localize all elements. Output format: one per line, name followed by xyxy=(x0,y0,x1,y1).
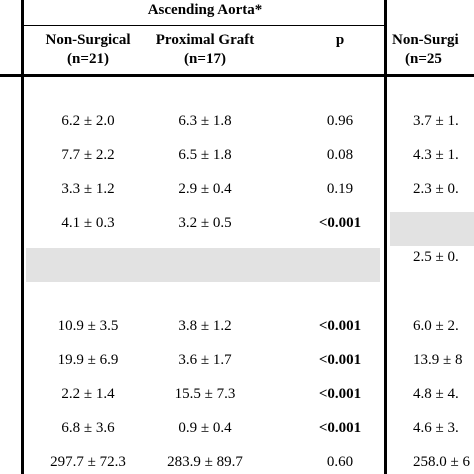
cell: 0.96 xyxy=(326,113,354,129)
cell: 3.6 ± 1.7 xyxy=(178,351,232,368)
cell: 6.0 ± 2. xyxy=(413,317,459,334)
cell: 258.0 ± 6 xyxy=(413,454,470,470)
cell: 6.3 ± 1.8 xyxy=(178,113,232,129)
cell: 2.3 ± 0. xyxy=(413,181,459,198)
cell: <0.001 xyxy=(318,419,362,436)
column-n: (n=17) xyxy=(184,51,226,67)
rule xyxy=(21,0,24,474)
cell: 3.2 ± 0.5 xyxy=(178,215,232,232)
shaded-row xyxy=(390,212,474,246)
cell: 4.6 ± 3. xyxy=(413,419,459,436)
cell: 2.9 ± 0.4 xyxy=(178,181,232,198)
column-header: Non-Surgical xyxy=(45,32,131,48)
cell: 2.2 ± 1.4 xyxy=(61,385,115,402)
cell: <0.001 xyxy=(318,385,362,402)
cell: 4.3 ± 1. xyxy=(413,147,459,164)
cell: 3.7 ± 1. xyxy=(413,113,459,129)
cell: 6.2 ± 2.0 xyxy=(61,113,115,129)
column-header: Non-Surgi xyxy=(392,32,459,48)
cell: 19.9 ± 6.9 xyxy=(57,351,119,368)
cell: 7.7 ± 2.2 xyxy=(61,147,115,164)
rule xyxy=(0,74,474,77)
cell: 0.9 ± 0.4 xyxy=(178,419,232,436)
cell: 10.9 ± 3.5 xyxy=(57,317,119,334)
cell: <0.001 xyxy=(318,351,362,368)
cell: 283.9 ± 89.7 xyxy=(167,454,243,470)
column-header: p xyxy=(335,32,345,48)
cell: 4.8 ± 4. xyxy=(413,385,459,402)
cell: 0.19 xyxy=(326,181,354,198)
cell: 6.5 ± 1.8 xyxy=(178,147,232,164)
column-n: (n=21) xyxy=(67,51,109,67)
rule xyxy=(384,0,387,474)
cell: 3.3 ± 1.2 xyxy=(61,181,115,198)
cell: 2.5 ± 0. xyxy=(413,249,459,266)
shaded-row xyxy=(26,248,380,282)
cell: 3.8 ± 1.2 xyxy=(178,317,232,334)
cell: 4.1 ± 0.3 xyxy=(61,215,115,232)
cell: <0.001 xyxy=(318,215,362,232)
rule xyxy=(24,25,384,26)
column-header: Proximal Graft xyxy=(155,32,255,48)
cell: 6.8 ± 3.6 xyxy=(61,419,115,436)
cell: 15.5 ± 7.3 xyxy=(174,385,236,402)
cell: 0.08 xyxy=(326,147,354,164)
cell: 0.60 xyxy=(326,454,354,470)
cell: 13.9 ± 8 xyxy=(413,351,463,368)
column-n: (n=25 xyxy=(405,51,442,67)
cell: <0.001 xyxy=(318,317,362,334)
cell: 297.7 ± 72.3 xyxy=(50,454,126,470)
group-title: Ascending Aorta* xyxy=(147,2,263,18)
